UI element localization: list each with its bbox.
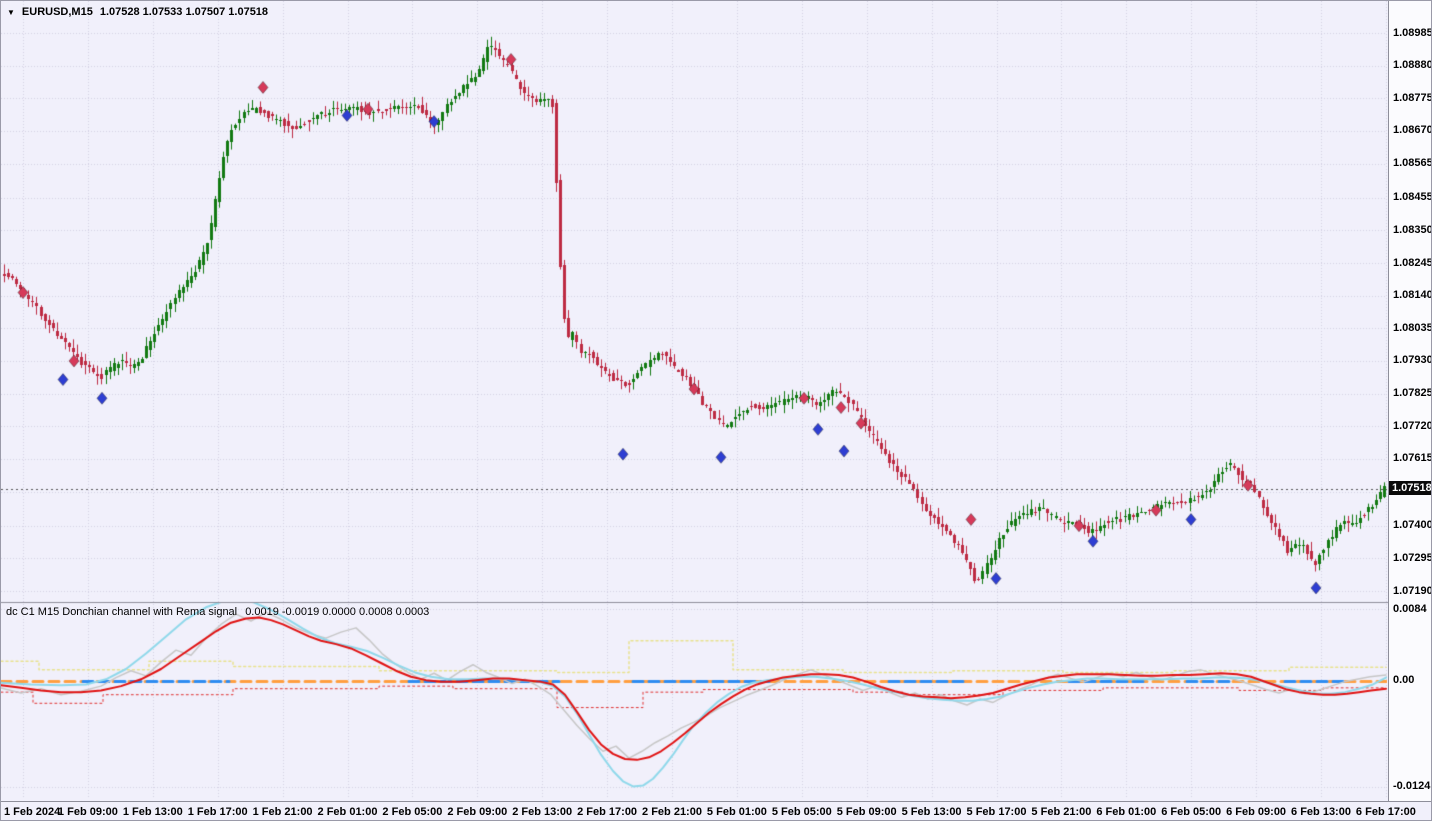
time-tick-label: 5 Feb 09:00 (836, 806, 897, 818)
price-tick-label: 1.08985 (1393, 26, 1432, 39)
current-price-badge: 1.07518 (1389, 481, 1431, 496)
price-tick-label: 1.07825 (1393, 387, 1432, 400)
time-tick-label: 5 Feb 05:00 (771, 806, 832, 818)
symbol-label: EURUSD,M15 (21, 6, 93, 18)
chart-menu-arrow-icon[interactable]: ▼ (7, 7, 15, 17)
time-tick-label: 5 Feb 13:00 (901, 806, 962, 818)
time-tick-label: 2 Feb 01:00 (317, 806, 378, 818)
time-tick-label: 6 Feb 01:00 (1096, 806, 1157, 818)
time-tick-label: 1 Feb 13:00 (122, 806, 183, 818)
time-tick-label: 5 Feb 21:00 (1031, 806, 1092, 818)
indicator-axis-mid-label: 0.00 (1393, 674, 1415, 686)
time-tick-label: 6 Feb 13:00 (1291, 806, 1351, 818)
price-tick-label: 1.08350 (1393, 223, 1432, 236)
time-scale[interactable]: 1 Feb 2024 1 Feb 09:00 1 Feb 13:00 1 Feb 17… (1, 801, 1431, 820)
time-tick-label: 5 Feb 01:00 (706, 806, 767, 818)
time-tick-label: 2 Feb 05:00 (382, 806, 443, 818)
price-tick-label: 1.07190 (1393, 584, 1432, 597)
indicator-axis-top-label: 0.0084 (1393, 603, 1427, 615)
price-tick-label: 1.07295 (1393, 551, 1432, 564)
indicator-title: dc C1 M15 Donchian channel with Rema sig… (6, 606, 238, 618)
ohlc-values: 1.07528 1.07533 1.07507 1.07518 (99, 6, 269, 18)
time-tick-label: 2 Feb 17:00 (577, 806, 638, 818)
time-tick-label: 6 Feb 17:00 (1355, 806, 1416, 818)
indicator-values: 0.0019 -0.0019 0.0000 0.0008 0.0003 (245, 606, 430, 618)
price-tick-label: 1.08670 (1393, 124, 1432, 137)
time-tick-label: 1 Feb 2024 (4, 806, 61, 818)
price-scale[interactable]: 1.07518 0.0084 0.00 -0.0124 1.08985 1.088… (1388, 1, 1432, 801)
time-tick-label: 5 Feb 17:00 (966, 806, 1027, 818)
price-tick-label: 1.07615 (1393, 452, 1432, 465)
price-tick-label: 1.07720 (1393, 419, 1432, 432)
price-tick-label: 1.07930 (1393, 354, 1432, 367)
price-tick-label: 1.08880 (1393, 59, 1432, 72)
price-tick-label: 1.08140 (1393, 289, 1432, 302)
price-tick-label: 1.07400 (1393, 519, 1432, 532)
price-tick-label: 1.08455 (1393, 191, 1432, 204)
price-tick-label: 1.08245 (1393, 256, 1432, 269)
time-tick-label: 1 Feb 21:00 (252, 806, 313, 818)
price-tick-label: 1.08775 (1393, 91, 1432, 104)
indicator-header: dc C1 M15 Donchian channel with Rema sig… (6, 606, 434, 618)
time-tick-label: 2 Feb 21:00 (642, 806, 702, 818)
indicator-axis-bottom-label: -0.0124 (1393, 780, 1431, 793)
time-tick-label: 6 Feb 09:00 (1226, 806, 1287, 818)
quote-header: ▼ EURUSD,M15 1.07528 1.07533 1.07507 1.0… (7, 6, 268, 18)
time-tick-label: 1 Feb 17:00 (187, 806, 248, 818)
time-tick-label: 2 Feb 13:00 (512, 806, 573, 818)
time-tick-label: 2 Feb 09:00 (447, 806, 508, 818)
time-tick-label: 1 Feb 09:00 (57, 806, 118, 818)
time-tick-label: 6 Feb 05:00 (1161, 806, 1222, 818)
price-tick-label: 1.08035 (1393, 321, 1432, 334)
price-tick-label: 1.08565 (1393, 157, 1432, 170)
